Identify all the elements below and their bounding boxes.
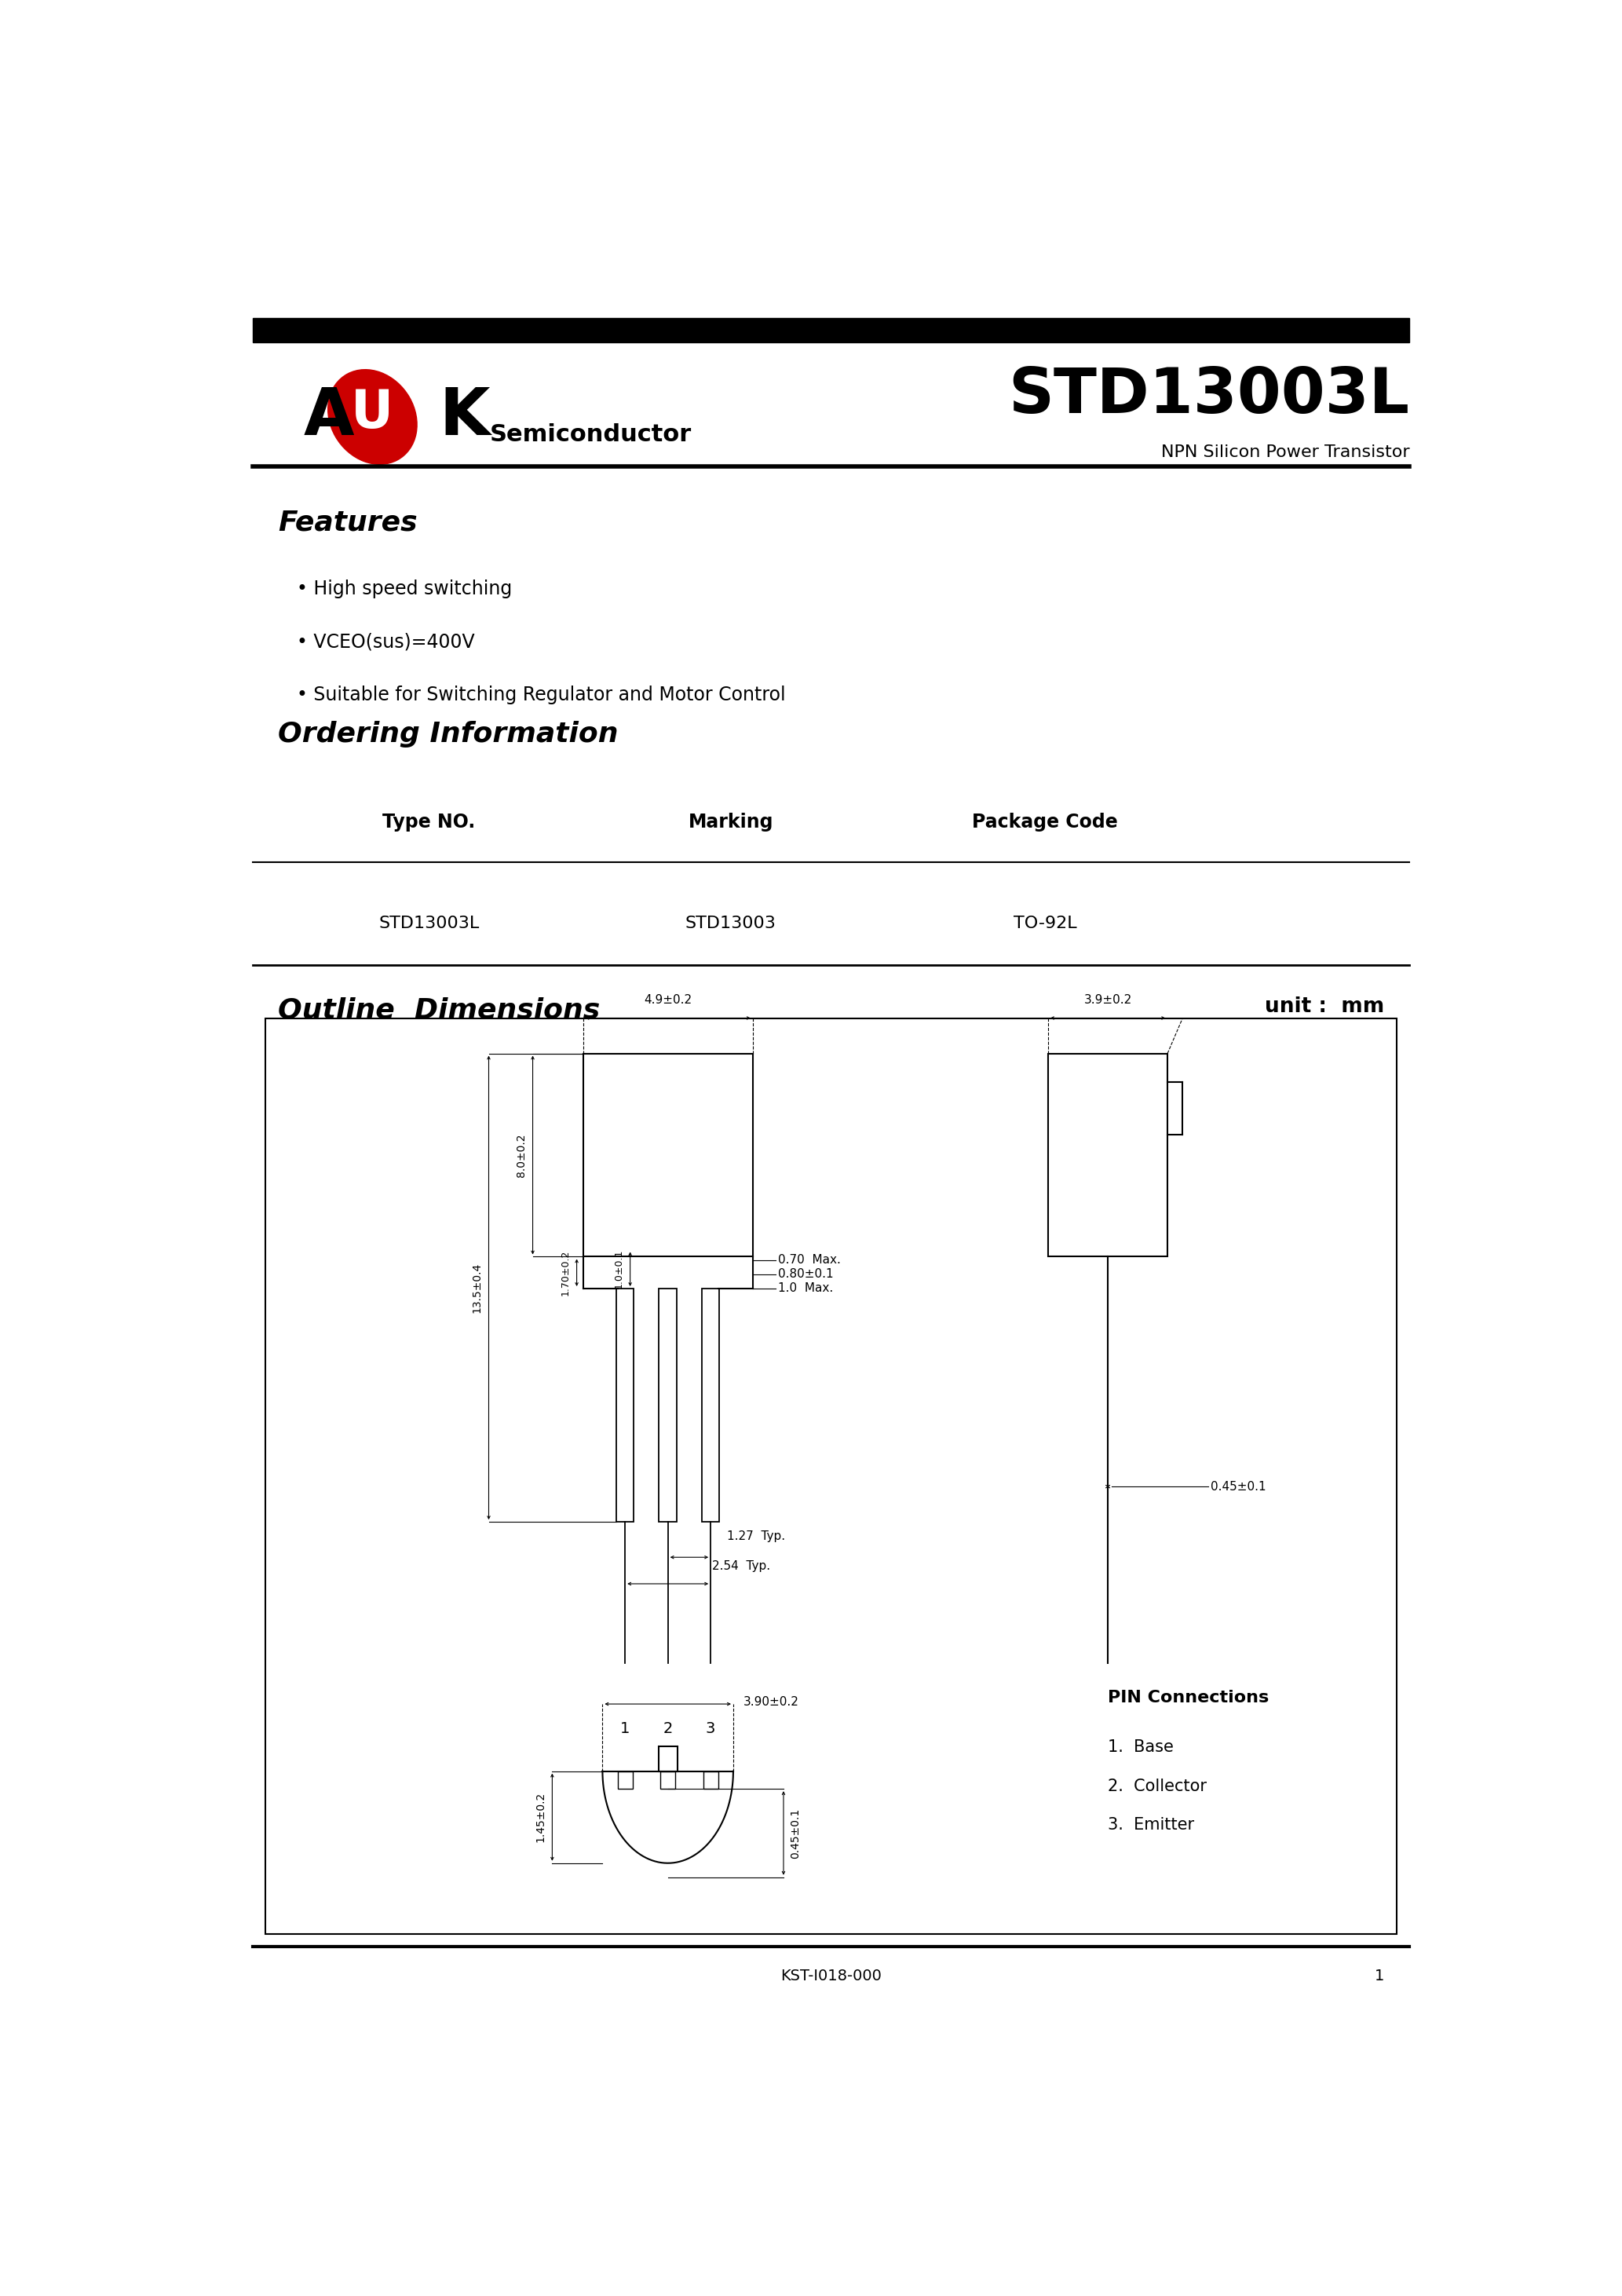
Text: 1.0  Max.: 1.0 Max. xyxy=(779,1283,834,1295)
Bar xyxy=(659,1747,678,1770)
Bar xyxy=(702,1770,719,1789)
Ellipse shape xyxy=(328,370,417,464)
Text: 8.0±0.2: 8.0±0.2 xyxy=(516,1134,527,1178)
Text: • VCEO(sus)=400V: • VCEO(sus)=400V xyxy=(297,634,475,652)
Text: 0.45±0.1: 0.45±0.1 xyxy=(790,1807,801,1857)
Text: Package Code: Package Code xyxy=(972,813,1118,831)
Text: 3.90±0.2: 3.90±0.2 xyxy=(743,1697,800,1708)
Text: • Suitable for Switching Regulator and Motor Control: • Suitable for Switching Regulator and M… xyxy=(297,687,785,705)
Text: K: K xyxy=(440,386,490,448)
Text: 4.9±0.2: 4.9±0.2 xyxy=(644,994,693,1006)
Text: KST-I018-000: KST-I018-000 xyxy=(780,1968,882,1984)
Bar xyxy=(582,1054,753,1256)
Text: Outline  Dimensions: Outline Dimensions xyxy=(279,996,600,1024)
Bar xyxy=(616,1288,634,1522)
Bar xyxy=(660,1770,675,1789)
Text: 2.  Collector: 2. Collector xyxy=(1108,1777,1207,1793)
Bar xyxy=(253,317,1410,342)
Text: 2: 2 xyxy=(663,1722,673,1736)
Text: 1.45±0.2: 1.45±0.2 xyxy=(535,1791,547,1841)
Text: 1: 1 xyxy=(620,1722,629,1736)
Bar xyxy=(618,1770,633,1789)
Text: 1.  Base: 1. Base xyxy=(1108,1740,1174,1754)
Text: A: A xyxy=(303,386,354,448)
Text: 2.54  Typ.: 2.54 Typ. xyxy=(712,1561,770,1573)
Text: Type NO.: Type NO. xyxy=(383,813,475,831)
Text: Ordering Information: Ordering Information xyxy=(279,721,618,748)
Text: • High speed switching: • High speed switching xyxy=(297,579,513,599)
Text: 3.  Emitter: 3. Emitter xyxy=(1108,1816,1194,1832)
Text: 0.70  Max.: 0.70 Max. xyxy=(779,1254,840,1265)
Text: 1.27  Typ.: 1.27 Typ. xyxy=(727,1529,785,1543)
Text: 1.70±0.2: 1.70±0.2 xyxy=(560,1249,571,1295)
Text: TO-92L: TO-92L xyxy=(1014,916,1077,932)
Bar xyxy=(702,1288,720,1522)
Text: Features: Features xyxy=(279,510,417,535)
Text: Semiconductor: Semiconductor xyxy=(490,422,691,445)
Text: NPN Silicon Power Transistor: NPN Silicon Power Transistor xyxy=(1161,445,1410,459)
Text: 0.45±0.1: 0.45±0.1 xyxy=(1212,1481,1267,1492)
Text: Marking: Marking xyxy=(688,813,774,831)
Text: 13.5±0.4: 13.5±0.4 xyxy=(472,1263,482,1313)
Text: U: U xyxy=(352,388,394,439)
Bar xyxy=(266,1017,1397,1933)
Bar xyxy=(1048,1054,1168,1256)
Text: 1: 1 xyxy=(1375,1968,1385,1984)
Text: STD13003L: STD13003L xyxy=(1009,365,1410,427)
Text: PIN Connections: PIN Connections xyxy=(1108,1690,1268,1706)
Text: 1.0±0.1: 1.0±0.1 xyxy=(613,1249,624,1288)
Text: 3: 3 xyxy=(706,1722,715,1736)
Text: STD13003L: STD13003L xyxy=(378,916,480,932)
Text: STD13003: STD13003 xyxy=(684,916,777,932)
Text: unit :  mm: unit : mm xyxy=(1265,996,1385,1017)
Bar xyxy=(659,1288,676,1522)
Text: 0.80±0.1: 0.80±0.1 xyxy=(779,1267,834,1281)
Text: 3.9±0.2: 3.9±0.2 xyxy=(1083,994,1132,1006)
